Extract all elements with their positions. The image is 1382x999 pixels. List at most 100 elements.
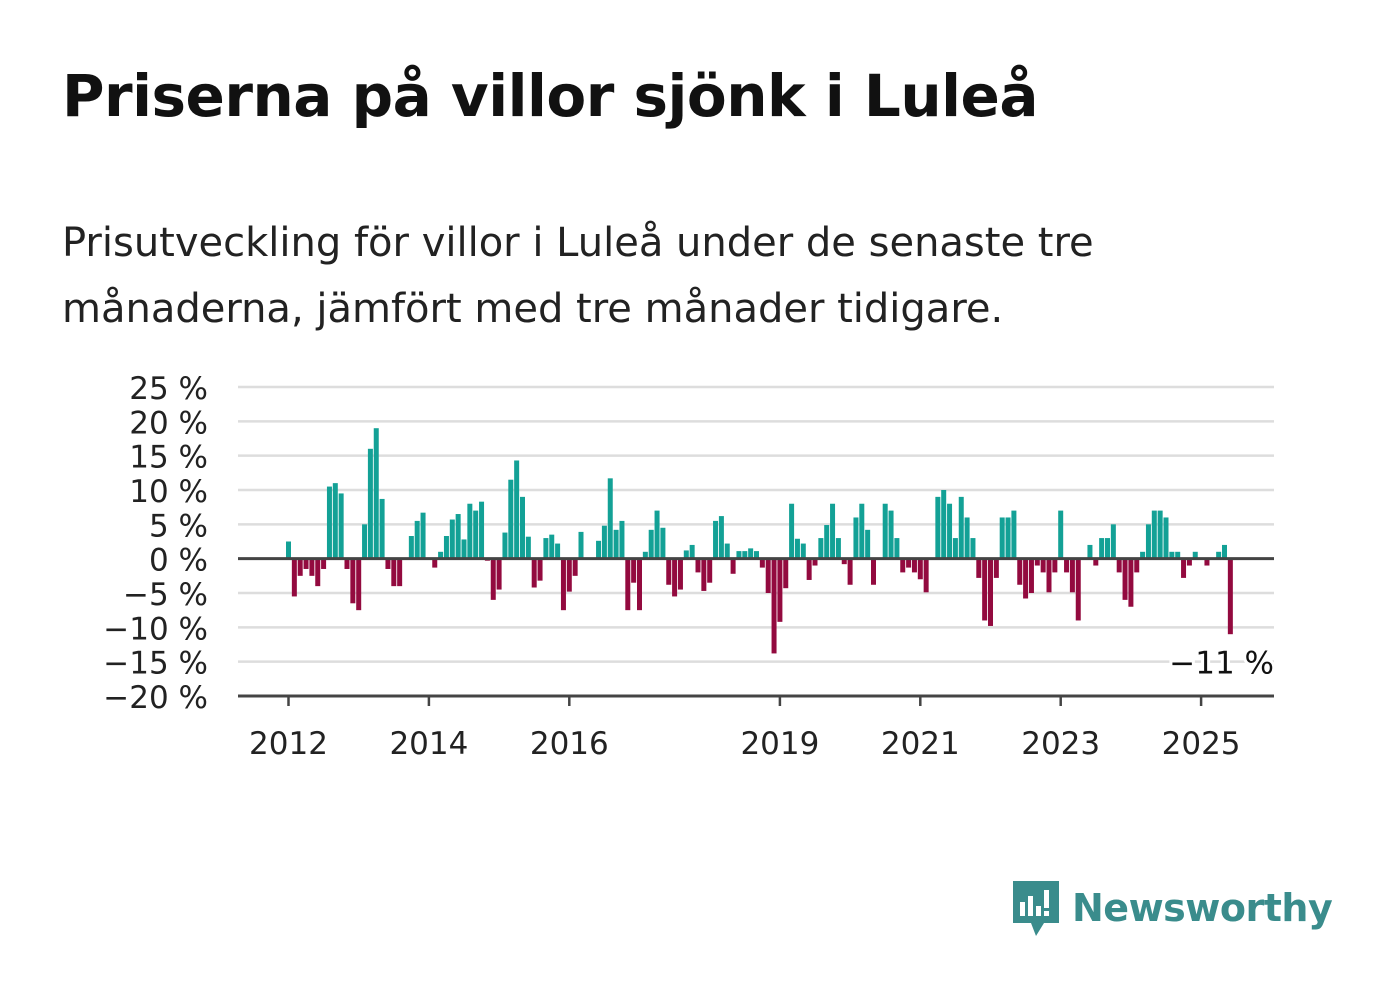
bar	[871, 558, 876, 585]
y-axis-labels: 25 %20 %15 %10 %5 %0 %−5 %−10 %−15 %−20 …	[103, 371, 208, 716]
bar	[555, 543, 561, 559]
bar	[783, 558, 789, 589]
bar	[812, 558, 818, 566]
bar	[701, 558, 707, 591]
bar	[1163, 517, 1169, 559]
bar	[455, 514, 461, 559]
bar	[900, 558, 906, 573]
bar	[935, 496, 941, 559]
bar	[1052, 558, 1058, 573]
bar	[835, 538, 841, 559]
bar	[1017, 558, 1023, 585]
bar	[490, 558, 496, 600]
bar	[806, 558, 812, 580]
bar	[373, 428, 379, 559]
bar	[443, 536, 449, 559]
bar	[941, 490, 947, 559]
bar	[367, 448, 373, 559]
bar	[677, 558, 683, 590]
bar	[906, 558, 912, 568]
x-tick-label: 2019	[740, 726, 819, 762]
bar	[736, 551, 742, 559]
bar	[607, 478, 613, 559]
bar	[742, 551, 748, 559]
bar	[449, 519, 455, 559]
y-tick-label: −5 %	[123, 577, 208, 613]
bar	[713, 520, 719, 559]
bars	[286, 428, 1233, 654]
y-tick-label: 10 %	[129, 474, 208, 510]
newsworthy-brand: Newsworthy	[1010, 878, 1333, 938]
bar-chart: 25 %20 %15 %10 %5 %0 %−5 %−10 %−15 %−20 …	[103, 371, 1277, 762]
bar	[730, 558, 736, 574]
bar	[754, 551, 759, 559]
bar	[642, 551, 648, 559]
bar	[1064, 558, 1070, 573]
bar	[637, 558, 642, 611]
x-axis-labels: 2012 2014 2016 2019 2021 2023 2025	[249, 696, 1241, 762]
bar	[543, 538, 549, 559]
bar	[520, 496, 525, 559]
bar	[1222, 544, 1227, 559]
bar	[467, 503, 473, 559]
bar	[1145, 524, 1151, 559]
bar	[297, 558, 303, 576]
bar	[993, 558, 999, 578]
bar	[601, 525, 607, 559]
bar	[1122, 558, 1128, 600]
bar	[771, 558, 777, 654]
x-tick-label: 2025	[1162, 726, 1241, 762]
bar	[859, 503, 865, 559]
bar	[707, 558, 713, 583]
bar	[789, 503, 795, 559]
bar	[1099, 538, 1105, 559]
bar	[321, 558, 327, 569]
bar	[362, 524, 368, 559]
bar	[683, 550, 689, 559]
bar	[344, 558, 350, 569]
y-tick-label: 20 %	[129, 405, 208, 441]
bar	[964, 517, 970, 559]
bar	[689, 544, 695, 559]
bar	[379, 498, 385, 559]
y-tick-label: −10 %	[103, 611, 208, 647]
bar	[473, 510, 479, 559]
bar	[1151, 510, 1157, 559]
axes	[238, 557, 1274, 698]
bar	[596, 540, 602, 559]
bar	[1034, 558, 1040, 566]
bar	[315, 558, 321, 587]
bar	[830, 503, 836, 559]
bar	[923, 558, 929, 593]
annotations: −11 %	[1166, 643, 1277, 685]
bar	[514, 460, 520, 559]
bar	[1116, 558, 1122, 573]
bar	[1134, 558, 1140, 573]
y-tick-label: 5 %	[149, 508, 208, 544]
bar	[882, 503, 888, 559]
bar	[531, 558, 537, 588]
brand-name: Newsworthy	[1072, 886, 1333, 930]
bar	[414, 520, 420, 559]
bar	[1093, 558, 1099, 566]
x-tick-label: 2023	[1021, 726, 1100, 762]
bar	[917, 558, 923, 580]
bar	[660, 527, 666, 559]
bar	[1192, 551, 1198, 559]
bar	[1128, 558, 1134, 607]
bar	[800, 543, 806, 559]
bar	[841, 558, 847, 565]
bar	[572, 558, 578, 576]
bar	[695, 558, 701, 573]
bar	[391, 558, 397, 587]
bar	[976, 558, 982, 578]
y-tick-label: 0 %	[149, 543, 208, 579]
bar	[982, 558, 988, 621]
last-value-label: −11 %	[1169, 646, 1274, 682]
bar	[1005, 517, 1011, 559]
bar	[502, 532, 508, 559]
bar	[1040, 558, 1046, 573]
bar	[724, 543, 730, 559]
bar	[672, 558, 678, 597]
bar	[718, 516, 724, 559]
